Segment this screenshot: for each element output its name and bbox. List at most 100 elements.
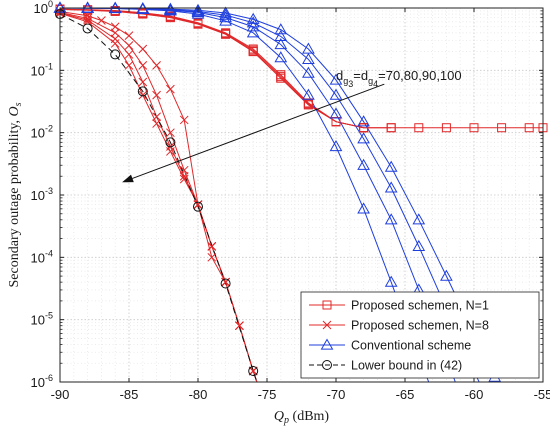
series-point: [110, 49, 121, 60]
series-point: [221, 28, 231, 38]
annot-suffix: =70,80,90,100: [378, 68, 462, 83]
series-point: [82, 23, 93, 34]
series-point: [179, 171, 189, 181]
series-point: [110, 22, 120, 32]
series-point: [414, 123, 424, 133]
series-point: [138, 90, 148, 100]
series-line-6: [60, 12, 258, 382]
series-point: [235, 321, 244, 331]
series-point: [329, 88, 343, 100]
annot-sub1: g: [343, 76, 348, 86]
series-point: [357, 115, 370, 127]
annotation: dg3=dg4=70,80,90,100: [122, 68, 462, 183]
series-point: [357, 202, 370, 214]
series-point: [219, 6, 232, 18]
series-point: [166, 147, 175, 156]
series-point: [220, 278, 231, 289]
series-point: [138, 44, 148, 54]
legend-box: [300, 291, 540, 379]
series-point: [152, 112, 161, 122]
series-point: [329, 73, 343, 85]
series-point: [412, 213, 426, 225]
series-point: [329, 107, 343, 119]
legend-marker: [322, 360, 332, 370]
series-point: [384, 275, 398, 287]
y-tick-label: 10-4: [31, 248, 53, 265]
x-axis-sub: p: [283, 415, 289, 426]
y-tick-label: 10-1: [31, 61, 53, 78]
series-point: [124, 50, 134, 59]
series-point: [440, 269, 453, 281]
series-point: [193, 201, 203, 212]
series-point: [246, 20, 260, 32]
y-tick-labels: 10-6 10-5 10-4 10-3 10-2 10-1 100: [31, 0, 53, 390]
series-point: [110, 39, 120, 48]
legend-label: Proposed schemen, N=1: [351, 299, 489, 313]
series-point: [179, 165, 189, 175]
legend: Proposed schemen, N=1 Proposed schemen, N…: [300, 291, 540, 379]
series-point: [357, 158, 370, 170]
series-point: [152, 119, 161, 128]
series-point: [191, 7, 205, 19]
series-point: [274, 23, 288, 35]
y-axis-text: Secondary outage probability,: [7, 117, 22, 288]
x-axis-label: Qp (dBm): [274, 409, 330, 426]
series-point: [412, 239, 426, 251]
ticks: [59, 7, 544, 383]
x-tick-label: -55: [534, 387, 550, 402]
series-point: [83, 14, 92, 23]
series-point: [302, 66, 315, 78]
series-point: [276, 70, 286, 80]
y-axis-var: O: [7, 106, 22, 116]
x-tick-label: -70: [327, 387, 346, 402]
series-point: [124, 31, 134, 41]
series-point: [357, 132, 370, 144]
series-point: [165, 137, 176, 148]
y-tick-label: 10-5: [31, 311, 53, 328]
x-tick-label: -60: [465, 387, 484, 402]
x-tick-label: -90: [51, 387, 70, 402]
annot-sub2: g: [368, 76, 373, 86]
annotation-arrow-head: [122, 174, 134, 183]
series-point: [302, 52, 315, 64]
series-point: [246, 16, 260, 28]
x-tick-label: -80: [189, 387, 208, 402]
series-point: [384, 160, 398, 172]
series-point: [83, 11, 92, 21]
series-point: [524, 123, 534, 133]
legend-label: Lower bound in (42): [351, 359, 462, 373]
series-point: [124, 61, 134, 70]
y-tick-label: 10-2: [31, 124, 53, 141]
x-tick-label: -85: [120, 387, 139, 402]
series-point: [191, 3, 205, 15]
series-point: [108, 1, 122, 13]
legend-marker: [322, 300, 332, 310]
series-point: [386, 123, 396, 133]
annot-mid: =d: [353, 68, 368, 83]
series-point: [497, 123, 507, 133]
series-point: [152, 90, 161, 100]
series-point: [110, 34, 120, 44]
series-point: [246, 12, 260, 24]
series-point: [207, 252, 217, 262]
series-point: [248, 366, 259, 377]
series-point: [166, 84, 175, 94]
series-point: [207, 242, 217, 251]
series-point: [138, 61, 148, 70]
legend-marker: [322, 320, 332, 330]
annotation-text: dg3=dg4=70,80,90,100: [336, 68, 462, 89]
x-axis-unit: (dBm): [289, 409, 329, 424]
series-point: [138, 77, 148, 87]
series-point: [274, 51, 288, 63]
y-tick-label: 100: [34, 0, 53, 16]
series-point: [302, 42, 315, 54]
y-axis-label: Secondary outage probability, Os: [7, 102, 24, 287]
series-point: [166, 128, 175, 138]
legend-marker: [320, 338, 334, 350]
annot-subsub2: 4: [373, 79, 378, 89]
series-point: [359, 123, 369, 133]
annot-subsub1: 3: [348, 79, 353, 89]
series-point: [97, 16, 106, 25]
series-point: [248, 366, 258, 376]
